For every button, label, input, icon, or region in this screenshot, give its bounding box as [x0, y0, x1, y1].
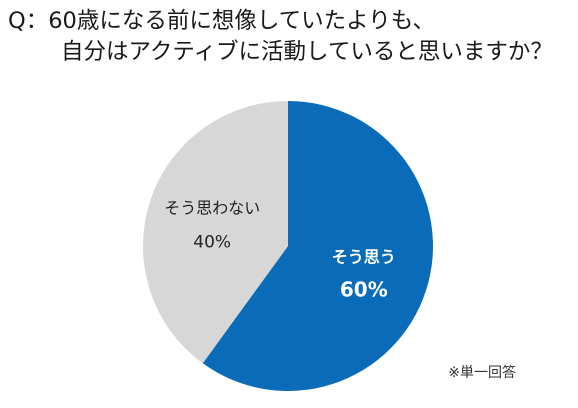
chart-title: Q：60歳になる前に想像していたよりも、 自分はアクティブに活動していると思いま… [8, 6, 573, 68]
response-note: ※単一回答 [448, 365, 516, 381]
pie-slices [142, 101, 433, 392]
pie-slice-2 [142, 101, 288, 364]
pie-slice-1 [202, 101, 433, 392]
pie-slice-value-1: 60% [340, 278, 388, 302]
pie-slice-label-2: そう思わない [164, 198, 260, 217]
pie-slice-value-2: 40% [193, 232, 231, 252]
pie-slice-label-1: そう思う [332, 248, 396, 267]
chart-title-line-2: 自分はアクティブに活動していると思いますか？ [61, 39, 553, 65]
pie-labels: そう思う 60% そう思わない 40% [164, 198, 396, 301]
chart-title-line-1: Q：60歳になる前に想像していたよりも、 [8, 8, 436, 34]
